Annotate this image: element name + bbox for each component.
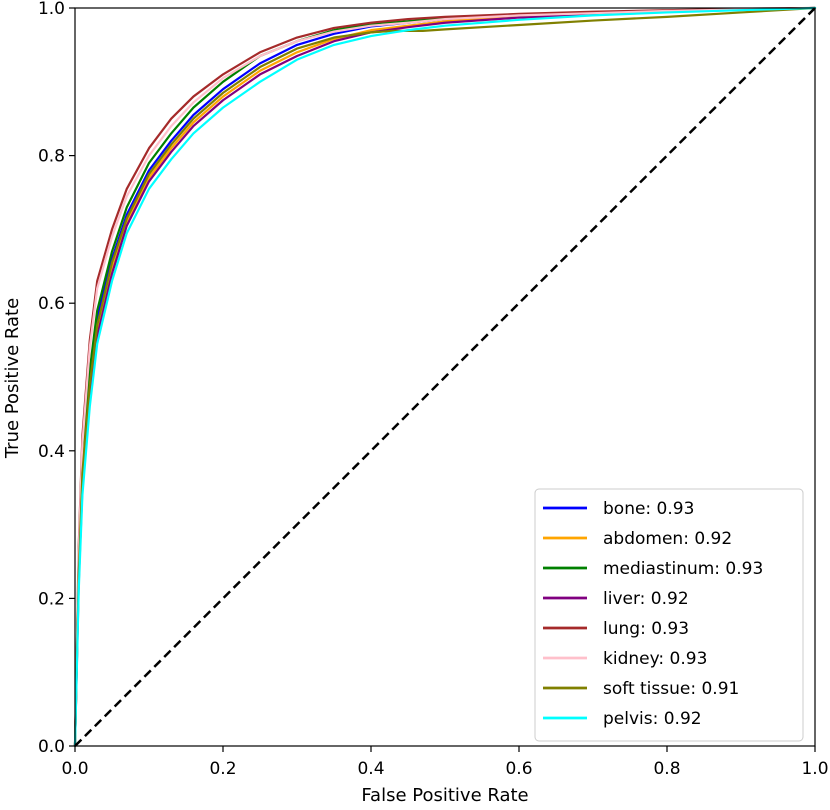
x-tick-label-5: 1.0: [801, 759, 828, 779]
reference-diagonal-line: [74, 7, 816, 747]
y-tick-label-1: 0.2: [38, 589, 65, 609]
legend-label-4: lung: 0.93: [603, 619, 689, 639]
legend-label-3: liver: 0.92: [603, 589, 689, 609]
y-tick-label-3: 0.6: [38, 294, 65, 314]
x-tick-label-2: 0.4: [357, 759, 384, 779]
legend-label-2: mediastinum: 0.93: [603, 559, 763, 579]
y-tick-label-4: 0.8: [38, 147, 65, 167]
y-axis-label: True Positive Rate: [2, 298, 23, 459]
series-line-6: [73, 6, 817, 748]
y-tick-label-0: 0.0: [38, 737, 65, 757]
legend: bone: 0.93 abdomen: 0.92 mediastinum: 0.93…: [534, 488, 804, 742]
legend-label-0: bone: 0.93: [603, 499, 694, 519]
legend-box: [534, 488, 804, 742]
series-line-7: [73, 6, 817, 748]
x-axis-label: False Positive Rate: [361, 785, 528, 806]
axes: 0.0 0.2 0.4 0.6 0.8 1.0 0.0 0.2 0.4 0.6 0.8 1.0: [38, 0, 829, 779]
legend-label-1: abdomen: 0.92: [603, 529, 732, 549]
legend-label-6: soft tissue: 0.91: [603, 679, 739, 699]
axes-frame: [74, 7, 816, 747]
series-line-5: [73, 6, 817, 748]
legend-label-7: pelvis: 0.92: [603, 709, 702, 729]
y-tick-label-2: 0.4: [38, 442, 65, 462]
plot-area: [73, 6, 817, 748]
x-tick-label-3: 0.6: [505, 759, 532, 779]
x-tick-label-4: 0.8: [653, 759, 680, 779]
x-tick-label-1: 0.2: [209, 759, 236, 779]
x-tick-label-0: 0.0: [61, 759, 88, 779]
y-tick-label-5: 1.0: [38, 0, 65, 19]
legend-label-5: kidney: 0.93: [603, 649, 707, 669]
